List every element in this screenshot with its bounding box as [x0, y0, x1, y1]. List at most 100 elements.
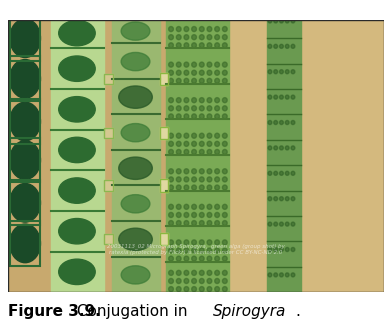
Ellipse shape — [268, 121, 272, 124]
Ellipse shape — [176, 185, 181, 190]
Ellipse shape — [169, 185, 173, 190]
Ellipse shape — [222, 220, 227, 226]
Ellipse shape — [207, 169, 212, 174]
Ellipse shape — [184, 270, 189, 276]
Ellipse shape — [215, 177, 220, 182]
Ellipse shape — [176, 204, 181, 209]
Ellipse shape — [279, 247, 283, 252]
Ellipse shape — [222, 27, 227, 32]
Ellipse shape — [169, 212, 173, 217]
Ellipse shape — [169, 35, 173, 40]
Ellipse shape — [268, 95, 272, 99]
Ellipse shape — [184, 212, 189, 217]
Ellipse shape — [222, 212, 227, 217]
Ellipse shape — [222, 133, 227, 138]
Ellipse shape — [222, 169, 227, 174]
Ellipse shape — [184, 177, 189, 182]
Bar — [160, 73, 168, 85]
Ellipse shape — [207, 256, 212, 261]
Ellipse shape — [176, 212, 181, 217]
Ellipse shape — [215, 248, 220, 253]
Ellipse shape — [169, 149, 173, 154]
Ellipse shape — [59, 137, 95, 163]
Ellipse shape — [279, 222, 283, 226]
Ellipse shape — [279, 146, 283, 150]
Ellipse shape — [169, 177, 173, 182]
Ellipse shape — [192, 287, 196, 291]
Ellipse shape — [279, 44, 283, 48]
Ellipse shape — [285, 19, 289, 23]
Ellipse shape — [207, 149, 212, 154]
Ellipse shape — [207, 78, 212, 83]
Ellipse shape — [192, 70, 196, 75]
Ellipse shape — [169, 70, 173, 75]
Ellipse shape — [200, 78, 204, 83]
Ellipse shape — [176, 114, 181, 119]
Ellipse shape — [192, 78, 196, 83]
Ellipse shape — [215, 106, 220, 111]
Ellipse shape — [200, 220, 204, 226]
Ellipse shape — [176, 177, 181, 182]
Bar — [10, 180, 40, 225]
Ellipse shape — [169, 270, 173, 276]
Ellipse shape — [184, 279, 189, 284]
Ellipse shape — [169, 133, 173, 138]
Ellipse shape — [184, 114, 189, 119]
Ellipse shape — [169, 248, 173, 253]
Ellipse shape — [200, 240, 204, 245]
Ellipse shape — [279, 197, 283, 201]
Ellipse shape — [207, 98, 212, 103]
Ellipse shape — [200, 270, 204, 276]
Ellipse shape — [192, 220, 196, 226]
Ellipse shape — [207, 185, 212, 190]
Ellipse shape — [192, 279, 196, 284]
Bar — [104, 127, 113, 138]
Ellipse shape — [10, 102, 40, 141]
Ellipse shape — [207, 279, 212, 284]
Ellipse shape — [184, 240, 189, 245]
Ellipse shape — [268, 171, 272, 175]
Ellipse shape — [192, 43, 196, 48]
Ellipse shape — [291, 19, 295, 23]
Ellipse shape — [121, 266, 150, 284]
Ellipse shape — [184, 248, 189, 253]
Ellipse shape — [192, 177, 196, 182]
Ellipse shape — [291, 273, 295, 277]
Ellipse shape — [268, 44, 272, 48]
Ellipse shape — [192, 248, 196, 253]
Bar — [111, 20, 160, 292]
Ellipse shape — [215, 70, 220, 75]
Ellipse shape — [200, 98, 204, 103]
Ellipse shape — [274, 95, 278, 99]
Ellipse shape — [192, 98, 196, 103]
Ellipse shape — [222, 287, 227, 291]
Ellipse shape — [200, 133, 204, 138]
Text: Conjugation in: Conjugation in — [72, 304, 193, 319]
Ellipse shape — [200, 149, 204, 154]
Bar — [166, 20, 229, 292]
Ellipse shape — [169, 78, 173, 83]
Ellipse shape — [215, 43, 220, 48]
Ellipse shape — [200, 204, 204, 209]
Ellipse shape — [192, 106, 196, 111]
Ellipse shape — [184, 256, 189, 261]
Ellipse shape — [215, 287, 220, 291]
Bar — [160, 126, 168, 139]
Ellipse shape — [215, 114, 220, 119]
Ellipse shape — [200, 62, 204, 67]
Ellipse shape — [200, 256, 204, 261]
Bar — [104, 74, 113, 84]
Ellipse shape — [169, 287, 173, 291]
Ellipse shape — [121, 52, 150, 71]
Ellipse shape — [268, 197, 272, 201]
Ellipse shape — [207, 270, 212, 276]
Ellipse shape — [200, 27, 204, 32]
Bar — [10, 99, 40, 144]
Ellipse shape — [207, 133, 212, 138]
Ellipse shape — [274, 273, 278, 277]
Ellipse shape — [268, 70, 272, 74]
Ellipse shape — [192, 149, 196, 154]
Bar — [104, 180, 113, 191]
Ellipse shape — [222, 279, 227, 284]
Ellipse shape — [176, 248, 181, 253]
